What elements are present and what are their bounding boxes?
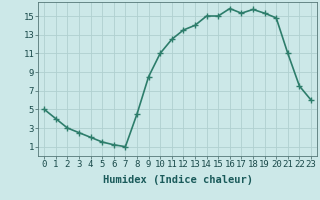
X-axis label: Humidex (Indice chaleur): Humidex (Indice chaleur) [103, 175, 252, 185]
